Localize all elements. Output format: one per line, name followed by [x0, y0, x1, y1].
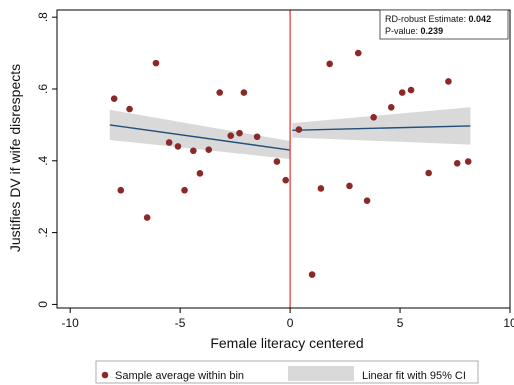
data-point: [240, 89, 248, 96]
x-axis-title: Female literacy centered: [210, 335, 363, 351]
annotation-pvalue-line: P-value: 0.239: [385, 26, 443, 36]
x-tick-label: 10: [503, 316, 514, 330]
data-point: [317, 185, 325, 192]
legend-label-points: Sample average within bin: [115, 370, 244, 382]
x-tick-label: -5: [175, 316, 186, 330]
estimate-value: 0.042: [469, 14, 492, 24]
legend-box: [95, 360, 479, 384]
data-point: [387, 103, 395, 111]
data-point: [326, 60, 333, 68]
data-point: [143, 214, 151, 221]
scatter-points: [110, 49, 472, 278]
data-point: [445, 78, 452, 85]
data-point: [282, 176, 289, 184]
data-point: [165, 139, 173, 146]
data-point: [363, 197, 371, 204]
data-point: [453, 160, 461, 167]
data-point: [273, 158, 281, 165]
fit-line-2: [292, 125, 471, 131]
data-point: [196, 170, 204, 177]
ci-band-2: [292, 107, 471, 145]
y-tick-label: 0: [36, 301, 50, 308]
legend-swatch-fit: [288, 366, 354, 381]
data-point: [295, 126, 303, 133]
y-tick-label: .2: [36, 227, 50, 237]
x-tick-label: -10: [62, 316, 80, 330]
ci-band-1: [109, 109, 291, 159]
data-point: [152, 59, 160, 67]
data-point: [236, 129, 243, 137]
ci-bands: [109, 107, 471, 159]
y-tick-label: .6: [36, 84, 50, 94]
y-tick-label: .4: [36, 155, 50, 165]
estimate-label: RD-robust Estimate:: [385, 14, 466, 24]
data-point: [370, 114, 377, 121]
data-point: [174, 143, 182, 150]
annotation-box: [379, 9, 509, 40]
fit-line-1: [109, 124, 291, 151]
y-axis-title: Justifies DV if wife disrespects: [7, 64, 23, 252]
data-point: [227, 132, 235, 139]
y-tick-label: .8: [36, 12, 50, 22]
data-point: [181, 186, 188, 194]
fit-lines: [109, 124, 471, 151]
legend: Sample average within bin Linear fit wit…: [95, 360, 479, 384]
estimate-annotation: RD-robust Estimate: 0.042 P-value: 0.239: [379, 9, 509, 40]
annotation-estimate-line: RD-robust Estimate: 0.042: [385, 14, 491, 24]
data-point: [205, 146, 213, 153]
data-point: [354, 49, 362, 57]
data-point: [398, 89, 406, 96]
data-point: [464, 158, 472, 165]
data-point: [308, 271, 316, 278]
y-axis: 0 .2 .4 .6 .8: [36, 12, 57, 308]
data-point: [117, 186, 125, 194]
data-point: [190, 147, 197, 155]
x-axis: -10 -5 0 5 10: [62, 308, 514, 330]
data-point: [110, 95, 118, 102]
data-point: [216, 89, 224, 96]
data-point: [407, 86, 415, 94]
legend-marker-points: [101, 371, 109, 379]
plot-area-frame: [56, 9, 511, 309]
data-point: [253, 133, 261, 141]
legend-label-fit: Linear fit with 95% CI: [362, 370, 466, 382]
data-point: [126, 105, 133, 113]
data-point: [425, 169, 432, 177]
data-point: [346, 182, 353, 190]
pvalue-value: 0.239: [421, 26, 444, 36]
pvalue-label: P-value:: [385, 26, 418, 36]
x-tick-label: 5: [397, 316, 404, 330]
x-tick-label: 0: [287, 316, 294, 330]
